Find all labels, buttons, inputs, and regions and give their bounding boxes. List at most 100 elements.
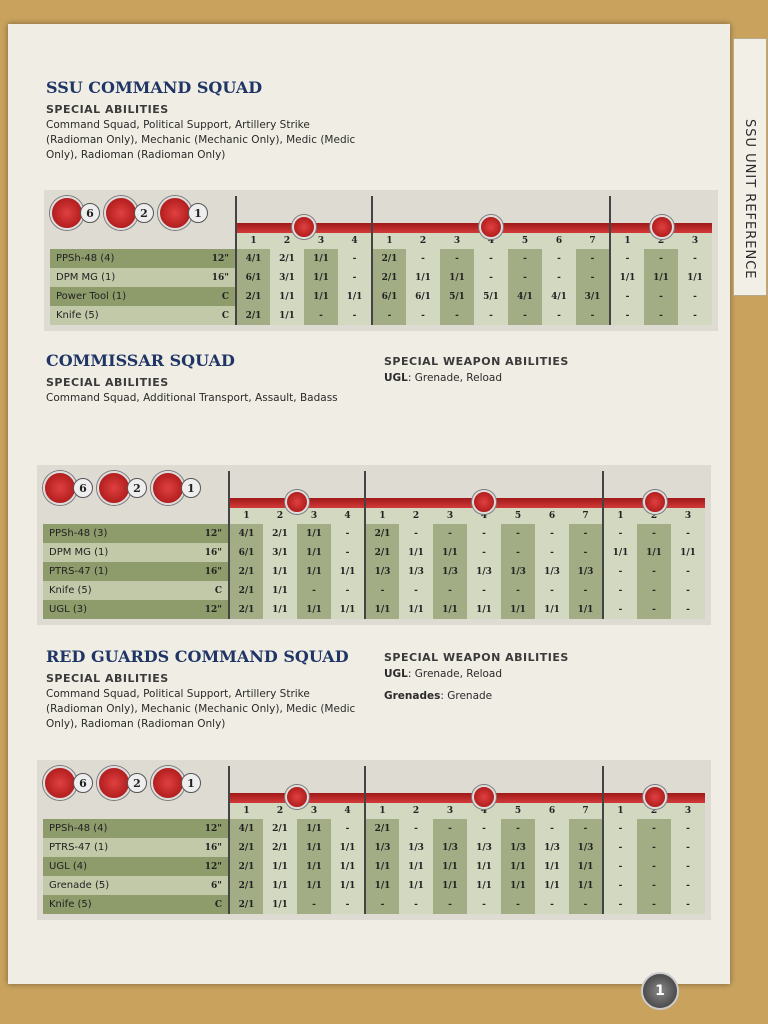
group-band (237, 215, 371, 239)
weapon-value: - (331, 819, 365, 838)
weapon-value: - (474, 249, 508, 268)
weapon-range: 6" (191, 876, 229, 895)
weapon-row: Knife (5) C 2/1 1/1- - - - - - - - - - - - (43, 895, 705, 914)
weapon-value: - (508, 306, 542, 325)
column-number: 1 (364, 803, 399, 819)
weapon-value: 6/1 (371, 287, 406, 306)
stat-value: 6 (80, 203, 100, 223)
group-header (602, 471, 705, 514)
weapon-value: - (399, 581, 433, 600)
weapon-value: - (602, 857, 637, 876)
weapon-value: 1/1 (263, 600, 297, 619)
weapon-value: 3/1 (270, 268, 304, 287)
weapon-range: 16" (191, 543, 229, 562)
weapon-value: 1/1 (535, 876, 569, 895)
column-number: 4 (331, 803, 365, 819)
stat-value: 1 (188, 203, 208, 223)
column-number: 2 (399, 508, 433, 524)
weapon-name: Grenade (5) (43, 876, 191, 895)
weapon-value: - (467, 895, 501, 914)
weapon-value: - (678, 287, 712, 306)
column-number: 4 (467, 803, 501, 819)
column-number: 3 (671, 803, 705, 819)
group-band (230, 490, 364, 514)
abilities-heading: SPECIAL ABILITIES (46, 672, 169, 685)
weapon-row: Grenade (5) 6" 2/1 1/1 1/1 1/1 1/1 1/1 1/1 1/1 1/1… (43, 876, 705, 895)
blank-cell (50, 233, 236, 249)
column-number: 6 (535, 803, 569, 819)
weapon-value: - (542, 268, 576, 287)
weapon-name: PTRS-47 (1) (43, 562, 191, 581)
weapon-value: 1/1 (609, 268, 644, 287)
column-number: 1 (602, 508, 637, 524)
column-number: 2 (263, 803, 297, 819)
blank-cell (43, 508, 229, 524)
weapon-value: 2/1 (228, 581, 263, 600)
weapon-value: - (406, 306, 440, 325)
unit-title: COMMISSAR SQUAD (46, 351, 235, 370)
unit-header: COMMISSAR SQUAD SPECIAL ABILITIES Command … (46, 351, 361, 406)
weapon-name: PPSh-48 (4) (43, 819, 191, 838)
weapon-name: DPM MG (1) (43, 543, 191, 562)
weapon-value: - (569, 819, 603, 838)
weapon-value: 2/1 (263, 819, 297, 838)
group-band (373, 215, 609, 239)
weapon-range: C (198, 306, 236, 325)
weapon-value: - (637, 895, 671, 914)
column-number: 7 (569, 803, 603, 819)
weapon-value: - (671, 524, 705, 543)
weapon-value: - (609, 249, 644, 268)
weapon-value: 2/1 (228, 895, 263, 914)
stat-icon (97, 471, 131, 505)
weapon-value: 1/1 (671, 543, 705, 562)
weapon-value: 1/1 (270, 306, 304, 325)
column-number: 3 (433, 803, 467, 819)
stat-value: 6 (73, 773, 93, 793)
weapon-value: 1/3 (433, 838, 467, 857)
group-header (228, 471, 365, 514)
weapon-range: C (191, 581, 229, 600)
weapon-value: - (637, 857, 671, 876)
stat-icon (151, 766, 185, 800)
stats-cell: 6 2 1 (43, 766, 229, 803)
weapon-value: 1/1 (331, 600, 365, 619)
weapon-abilities-heading: SPECIAL WEAPON ABILITIES (384, 355, 569, 368)
weapon-range: 12" (191, 857, 229, 876)
weapon-name: UGL (4) (43, 857, 191, 876)
weapon-value: 1/1 (304, 287, 338, 306)
weapon-value: - (542, 306, 576, 325)
stat-icon (97, 766, 131, 800)
weapon-abilities: SPECIAL WEAPON ABILITIES UGL: Grenade, Re… (384, 355, 569, 394)
weapon-value: - (440, 306, 474, 325)
weapon-value: - (433, 895, 467, 914)
weapon-value: - (535, 543, 569, 562)
weapon-value: 1/1 (297, 524, 331, 543)
column-number: 7 (576, 233, 610, 249)
weapon-value: 1/1 (467, 876, 501, 895)
stats-cell: 6 2 1 (43, 471, 229, 508)
stat: 6 (43, 766, 93, 800)
weapon-value: - (644, 306, 678, 325)
weapon-value: - (535, 581, 569, 600)
weapon-value: 1/3 (399, 838, 433, 857)
weapon-value: 1/1 (399, 876, 433, 895)
weapon-row: UGL (3) 12" 2/1 1/1 1/1 1/1 1/1 1/1 1/1 1/1 1/1 1/1… (43, 600, 705, 619)
weapon-value: - (467, 581, 501, 600)
group-header (602, 766, 705, 809)
column-number: 1 (371, 233, 406, 249)
weapon-value: 6/1 (406, 287, 440, 306)
weapon-value: 1/1 (501, 600, 535, 619)
weapon-value: - (602, 524, 637, 543)
column-number: 2 (263, 508, 297, 524)
weapon-name: DPM MG (1) (50, 268, 198, 287)
weapon-value: - (671, 876, 705, 895)
stat-icon (43, 471, 77, 505)
weapon-ability: UGL: Grenade, Reload (384, 668, 569, 680)
group-header (371, 196, 610, 239)
weapon-value: 1/1 (364, 857, 399, 876)
weapon-value: - (535, 895, 569, 914)
group-band (604, 490, 705, 514)
weapon-row: PPSh-48 (3) 12" 4/1 2/1 1/1-2/1- - - - - - - - - (43, 524, 705, 543)
weapon-value: 1/1 (297, 838, 331, 857)
